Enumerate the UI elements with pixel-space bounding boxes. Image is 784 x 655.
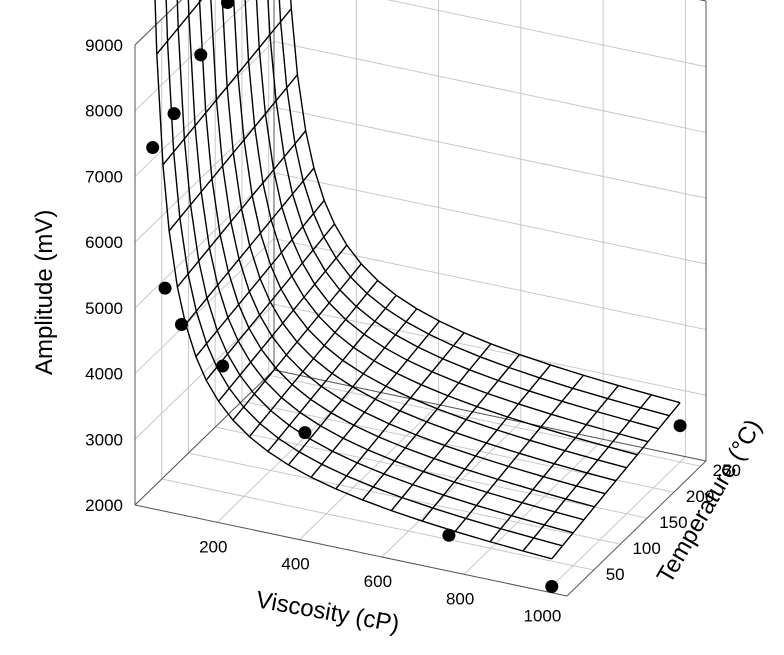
frame-edge <box>698 0 707 2</box>
floor-gridline <box>381 421 522 558</box>
surface-line-temperature <box>162 8 292 166</box>
surface-line-temperature <box>551 402 681 560</box>
z-tick-label: 3000 <box>85 430 123 449</box>
floor-gridline <box>299 404 439 541</box>
back-wall-gridline <box>134 41 275 177</box>
data-point <box>158 281 172 295</box>
surface-line-temperature <box>205 223 336 381</box>
y-tick-label: 100 <box>632 539 660 558</box>
back-wall-gridline <box>134 303 275 440</box>
surface-line-temperature <box>454 374 584 532</box>
tick-labels: 2000 3000 4000 5000 6000 7000 8000 9000 200 400 60… <box>85 36 741 626</box>
z-tick-label: 5000 <box>85 299 123 318</box>
back-wall-gridline <box>134 238 275 374</box>
surface-line-temperature <box>176 130 307 288</box>
z-tick-label: 7000 <box>85 167 123 186</box>
z-tick-label: 4000 <box>85 365 123 384</box>
z-tick-label: 8000 <box>85 102 123 121</box>
y-tick-label: 150 <box>659 513 687 532</box>
surface-line-viscosity <box>176 0 574 534</box>
surface-line-viscosity <box>290 0 681 404</box>
data-point <box>167 107 181 121</box>
surface-line-temperature <box>156 0 203 55</box>
back-wall-gridline <box>134 172 275 309</box>
surface-line-temperature <box>421 364 552 522</box>
grid-walls <box>134 0 707 597</box>
surface-line-viscosity <box>244 0 638 456</box>
side-wall-gridline <box>698 0 707 2</box>
surface-line-temperature <box>489 385 619 543</box>
x-axis-label: Viscosity (cP) <box>254 586 401 638</box>
data-point <box>298 426 312 440</box>
surface-line-temperature <box>522 394 652 552</box>
surface-line-viscosity <box>255 0 649 443</box>
frame-edge <box>566 460 707 597</box>
side-wall-gridline <box>273 172 707 265</box>
surface-line-viscosity <box>210 0 606 495</box>
surface-line-temperature <box>248 280 379 438</box>
surface-line-temperature <box>287 308 418 466</box>
side-wall-gridline <box>273 40 707 133</box>
surface-line-temperature <box>310 320 440 478</box>
z-tick-label: 9000 <box>85 36 123 55</box>
surface-line-temperature <box>361 343 492 501</box>
z-tick-label: 2000 <box>85 496 123 515</box>
side-wall-gridline <box>273 238 707 331</box>
x-tick-label: 200 <box>199 537 227 556</box>
floor-gridline <box>268 374 701 467</box>
frame-edge <box>134 369 275 506</box>
y-axis-label: Temperature (°C) <box>652 415 768 588</box>
surface-line-temperature <box>335 332 465 490</box>
surface-line-viscosity <box>154 0 552 560</box>
y-tick-label: 200 <box>686 487 714 506</box>
data-point <box>442 528 456 542</box>
surface-line-viscosity <box>187 0 585 521</box>
surface-line-viscosity <box>233 0 627 469</box>
x-tick-label: 800 <box>446 589 474 608</box>
frame-edge <box>134 0 183 46</box>
side-wall-gridline <box>386 0 707 68</box>
z-tick-label: 6000 <box>85 233 123 252</box>
z-axis-label: Amplitude (mV) <box>31 210 58 375</box>
surface-line-temperature <box>195 200 325 358</box>
data-point <box>174 317 188 331</box>
data-point <box>673 419 687 433</box>
data-point <box>221 0 235 10</box>
x-tick-label: 400 <box>281 555 309 574</box>
data-point <box>545 579 559 593</box>
y-tick-label: 250 <box>713 461 741 480</box>
surface-line-viscosity <box>278 0 670 417</box>
data-point <box>194 48 208 62</box>
floor-gridline <box>546 456 686 593</box>
surface-line-viscosity <box>221 0 617 482</box>
back-wall-gridline <box>134 106 275 243</box>
floor-gridline <box>463 438 604 575</box>
surface-line-temperature <box>390 354 521 512</box>
surface-line-temperature <box>232 263 362 421</box>
surface-line-temperature <box>168 74 298 232</box>
frame-edge <box>134 504 568 597</box>
side-wall-gridline <box>273 303 707 396</box>
surface-line-temperature <box>185 167 315 325</box>
surface-line-viscosity <box>198 0 595 508</box>
frame-edge <box>273 369 707 462</box>
data-point <box>146 141 160 155</box>
surface-line-temperature <box>217 244 348 402</box>
y-tick-label: 50 <box>606 565 625 584</box>
x-tick-label: 600 <box>364 572 392 591</box>
data-point <box>216 359 230 373</box>
floor-gridline <box>215 426 648 519</box>
data-points <box>146 0 687 593</box>
surface-line-viscosity <box>267 0 659 430</box>
floor-gridline <box>161 478 594 571</box>
surface-line-viscosity <box>165 0 563 547</box>
side-wall-gridline <box>273 106 707 199</box>
surface-line-temperature <box>267 294 397 452</box>
x-tick-label: 1000 <box>524 607 562 626</box>
surface-mesh <box>154 0 681 560</box>
